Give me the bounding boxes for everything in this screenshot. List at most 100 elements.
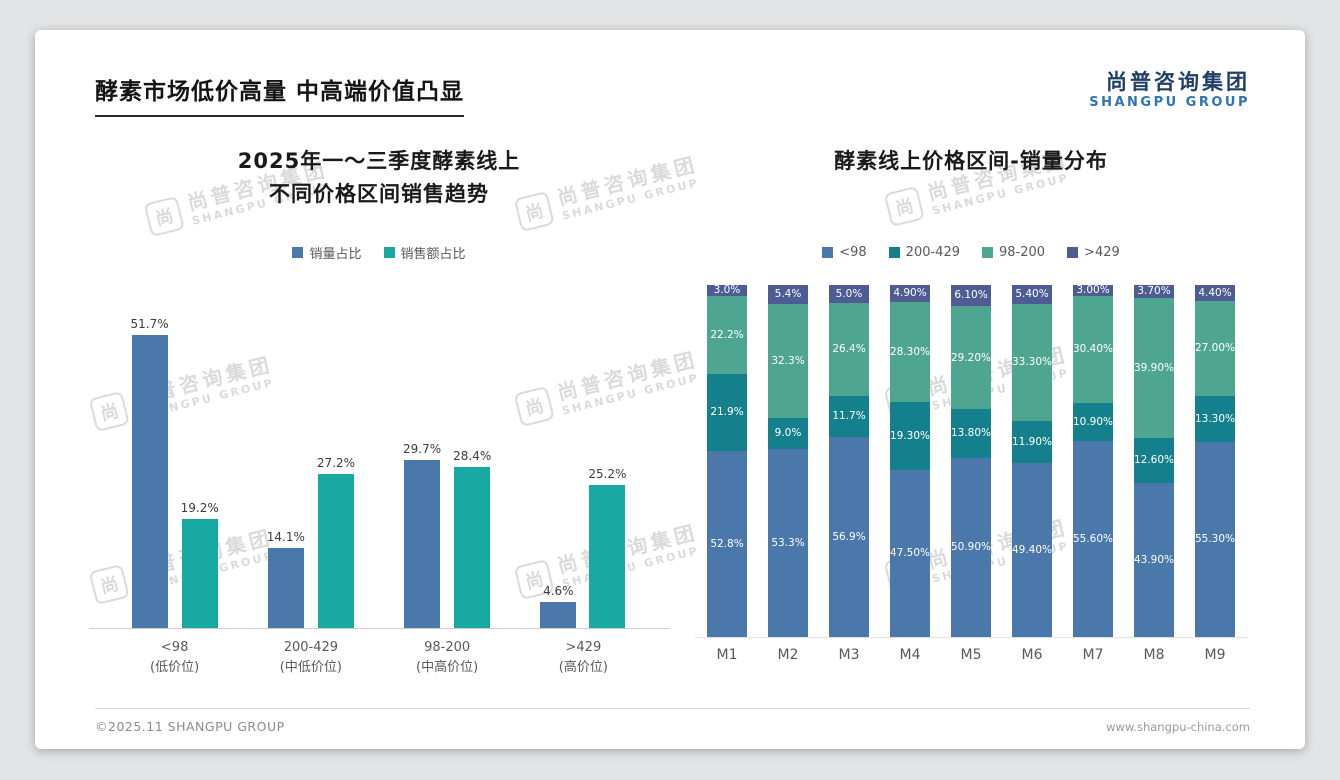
bar-value-label: 4.6% [543, 584, 574, 598]
bar [404, 460, 441, 628]
bar-with-label: 51.7% [131, 317, 169, 628]
bar-segment: 26.4% [829, 302, 869, 396]
bar [317, 474, 354, 628]
category-label: <98 (低价位) [150, 638, 199, 677]
bar-segment: 47.50% [889, 469, 931, 637]
segment-value-label: 3.00% [1076, 284, 1110, 297]
bar-group: 51.7% 19.2% <98 (低价位) [107, 316, 243, 677]
bar-with-label: 29.7% [403, 442, 441, 628]
bar-segment: 11.90% [1011, 421, 1053, 464]
segment-value-label: 19.30% [889, 429, 931, 442]
bar-pair: 14.1% 27.2% [267, 316, 355, 628]
bar-segment: 4.40% [1195, 285, 1235, 301]
month-label: M2 [777, 647, 799, 663]
category-label-line: (中低价位) [279, 659, 342, 675]
bar-group: 4.6% 25.2% >429 (高价位) [515, 316, 651, 677]
segment-value-label: 47.50% [889, 547, 931, 560]
stacked-bar: 4.90% 28.30% 19.30% 47.50% [890, 285, 930, 637]
bar-segment: 55.60% [1073, 441, 1113, 637]
bar-value-label: 19.2% [180, 501, 219, 515]
category-label-line: <98 [160, 640, 189, 655]
segment-value-label: 33.30% [1011, 356, 1053, 369]
bar-segment: 27.00% [1195, 300, 1235, 396]
bar-segment: 10.90% [1073, 402, 1113, 442]
segment-value-label: 49.40% [1011, 543, 1053, 556]
bar-segment: 28.30% [890, 302, 930, 402]
company-logo-cn: 尚普咨询集团 [1106, 70, 1250, 94]
bar-segment: 53.3% [768, 449, 808, 637]
footer-copyright: ©2025.11 SHANGPU GROUP [95, 719, 285, 734]
bar-with-label: 27.2% [317, 456, 355, 628]
right-chart-legend: <98 200-429 98-200 >429 [822, 243, 1120, 261]
charts-area: 2025年一～三季度酵素线上 不同价格区间销售趋势 销量占比 销售额占比 51.7… [88, 125, 1255, 677]
bar-value-label: 28.4% [453, 449, 492, 463]
legend-swatch [822, 246, 834, 258]
legend-item: 销售额占比 [383, 243, 466, 262]
bar [181, 519, 218, 628]
page-title: 酵素市场低价高量 中高端价值凸显 [95, 72, 465, 117]
month-label: M3 [838, 647, 860, 663]
left-chart-title-line1: 2025年一～三季度酵素线上 [237, 149, 521, 173]
left-chart-plot: 51.7% 19.2% <98 (低价位) 14.1% 27.2% 200-429 (中低价位… [88, 316, 670, 677]
stacked-bar-chart-panel: 酵素线上价格区间-销量分布 <98 200-429 98-200 >429 3.0% 2… [687, 125, 1255, 677]
bar-segment: 50.90% [951, 457, 991, 637]
bar-value-label: 27.2% [316, 456, 355, 470]
bar-segment: 12.60% [1134, 438, 1174, 483]
bar [267, 548, 304, 628]
segment-value-label: 22.2% [710, 328, 744, 341]
category-label-line: (高价位) [558, 659, 608, 675]
grouped-bar-chart-panel: 2025年一～三季度酵素线上 不同价格区间销售趋势 销量占比 销售额占比 51.7… [88, 125, 670, 677]
category-label-line: (低价位) [150, 659, 200, 675]
legend-item: 销量占比 [292, 243, 362, 262]
legend-item: 98-200 [982, 245, 1045, 260]
bar [540, 602, 577, 628]
bar-segment: 39.90% [1134, 297, 1174, 439]
segment-value-label: 21.9% [710, 406, 744, 419]
stacked-bar-column: 5.40% 33.30% 11.90% 49.40% M6 [1012, 285, 1052, 663]
segment-value-label: 29.20% [950, 351, 992, 364]
bar-with-label: 19.2% [181, 501, 219, 628]
left-chart-title: 2025年一～三季度酵素线上 不同价格区间销售趋势 [238, 145, 520, 217]
segment-value-label: 6.10% [954, 289, 988, 302]
segment-value-label: 13.80% [950, 427, 992, 440]
segment-value-label: 55.60% [1072, 532, 1114, 545]
bar-segment: 5.40% [1012, 285, 1052, 305]
segment-value-label: 52.8% [710, 537, 744, 550]
bar [589, 485, 626, 628]
month-label: M6 [1021, 647, 1043, 663]
segment-value-label: 5.4% [774, 288, 802, 301]
bar-segment: 3.0% [707, 285, 747, 296]
legend-item: >429 [1067, 245, 1120, 260]
bar-segment: 55.30% [1195, 442, 1235, 637]
bar-segment: 43.90% [1134, 482, 1174, 637]
bar-segment: 5.4% [768, 285, 808, 305]
company-logo-en: SHANGPU GROUP [1089, 95, 1250, 111]
bar-segment: 30.40% [1072, 295, 1114, 403]
bar-segment: 13.30% [1194, 395, 1236, 443]
segment-value-label: 26.4% [832, 342, 866, 355]
segment-value-label: 30.40% [1072, 343, 1114, 356]
bar-value-label: 14.1% [266, 530, 305, 544]
month-label: M1 [716, 647, 738, 663]
stacked-bar: 3.0% 22.2% 21.9% 52.8% [707, 285, 747, 637]
segment-value-label: 11.90% [1011, 435, 1053, 448]
legend-label: <98 [839, 244, 867, 260]
segment-value-label: 13.30% [1194, 412, 1236, 425]
bar-segment: 49.40% [1012, 463, 1052, 637]
left-chart-legend: 销量占比 销售额占比 [292, 243, 466, 262]
month-label: M9 [1204, 647, 1226, 663]
legend-label: 销量占比 [309, 246, 362, 262]
bar-group: 14.1% 27.2% 200-429 (中低价位) [243, 316, 379, 677]
bar-with-label: 25.2% [588, 467, 626, 628]
stacked-bar-column: 3.70% 39.90% 12.60% 43.90% M8 [1134, 284, 1174, 663]
segment-value-label: 55.30% [1194, 533, 1236, 546]
bar-with-label: 28.4% [453, 449, 491, 628]
stacked-bar-column: 3.0% 22.2% 21.9% 52.8% M1 [707, 285, 747, 663]
bar-segment: 3.70% [1134, 284, 1174, 298]
segment-value-label: 28.30% [889, 345, 931, 358]
footer-website: www.shangpu-china.com [1106, 719, 1250, 734]
stacked-bar-column: 4.90% 28.30% 19.30% 47.50% M4 [890, 285, 930, 663]
bar-pair: 51.7% 19.2% [131, 316, 219, 628]
stacked-bar-column: 6.10% 29.20% 13.80% 50.90% M5 [950, 284, 992, 663]
bar-segment: 9.0% [768, 417, 808, 450]
